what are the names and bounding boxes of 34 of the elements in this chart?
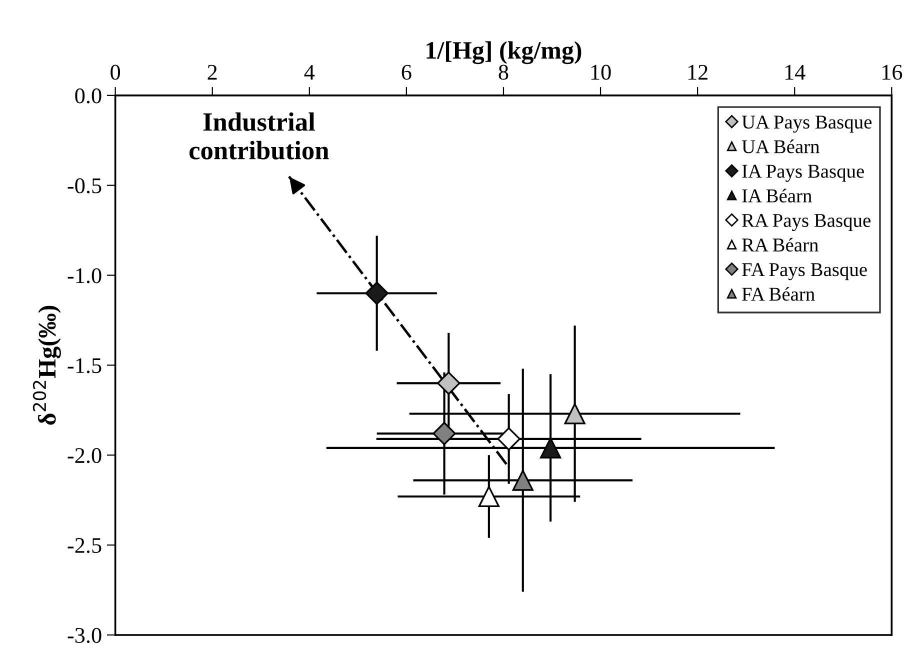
point — [432, 422, 456, 446]
legend-label: IA Pays Basque — [742, 164, 864, 182]
annotation: Industrial contribution — [189, 112, 329, 160]
y-tick-label: -0.5 — [68, 178, 102, 194]
x-axis-title: 1/[Hg] (kg/mg) — [426, 41, 582, 64]
y-tick-label: -1.5 — [68, 358, 102, 374]
legend-label: RA Pays Basque — [742, 214, 870, 231]
y-tick-label: -2.0 — [68, 448, 102, 464]
y-tick-label: -1.0 — [68, 268, 102, 284]
point — [497, 427, 520, 451]
x-tick-label: 4 — [304, 64, 315, 80]
x-tick-label: 6 — [402, 64, 412, 80]
legend-label: RA Béarn — [742, 238, 818, 252]
point — [478, 486, 500, 508]
point — [437, 372, 460, 395]
point — [365, 282, 388, 305]
x-tick-label: 0 — [110, 64, 120, 80]
x-tick-label: 2 — [208, 64, 217, 80]
point — [564, 403, 586, 424]
legend-label: UA Béarn — [742, 140, 820, 154]
x-tick-label: 16 — [882, 64, 902, 80]
x-tick-label: 8 — [498, 64, 508, 80]
x-tick-label: 10 — [591, 64, 611, 80]
legend-label: FA Pays Basque — [742, 263, 867, 280]
y-axis-title: δ$^{202}$Hg(‰) — [32, 306, 61, 425]
y-tick-label: 0.0 — [75, 88, 102, 104]
y-tick-label: -2.5 — [68, 538, 102, 554]
legend-label: IA Béarn — [742, 188, 812, 202]
point — [512, 470, 534, 491]
legend-label: FA Béarn — [742, 287, 815, 301]
x-tick-label: 14 — [785, 64, 806, 80]
y-tick-label: -3.0 — [68, 628, 102, 643]
x-tick-label: 12 — [688, 64, 708, 80]
legend-label: UA Pays Basque — [742, 116, 872, 133]
